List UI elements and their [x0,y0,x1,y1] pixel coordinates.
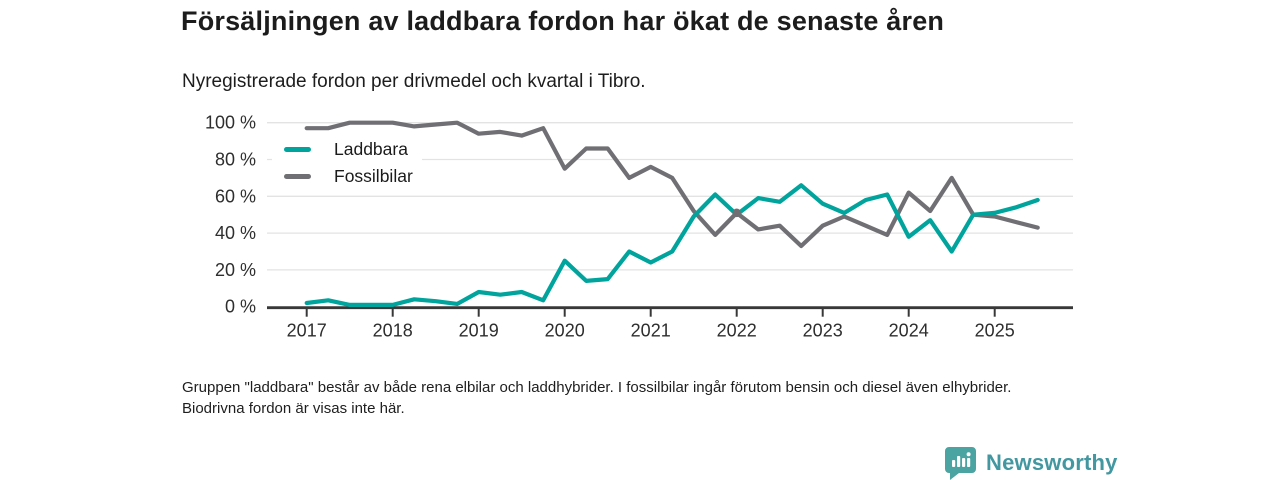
x-tick-label: 2019 [459,321,499,341]
x-tick-label: 2021 [631,321,671,341]
line-chart-plot: 0 % 20 % 40 % 60 % 80 % 100 % 2017 2018 2019 2020… [205,113,1073,341]
y-tick-label: 40 % [215,223,256,243]
legend-label-laddbara: Laddbara [334,139,408,159]
y-tick-label: 0 % [225,297,256,317]
chart-title: Försäljningen av laddbara fordon har öka… [181,6,945,36]
fossilbilar-line-swatch-icon [284,173,311,179]
y-tick-label: 80 % [215,150,256,170]
series-line-laddbara [304,183,1040,307]
legend-item-fossilbilar: Fossilbilar [272,163,427,189]
data-point-marker [732,208,741,218]
x-tick-label: 2018 [373,321,413,341]
series-line-fossilbilar [304,120,1040,249]
x-tick-label: 2022 [717,321,757,341]
x-tick-label: 2023 [803,321,843,341]
chart-footnote: Gruppen "laddbara" består av både rena e… [182,379,1012,417]
y-tick-label: 100 % [205,113,256,133]
newsworthy-logo: Newsworthy [944,446,1118,480]
newsworthy-logo-text: Newsworthy [986,450,1118,475]
laddbara-line-swatch-icon [284,146,311,152]
chart-subtitle: Nyregistrerade fordon per drivmedel och … [182,71,646,92]
legend-label-fossilbilar: Fossilbilar [334,166,413,186]
bar-chart-map-pin-icon [945,447,976,480]
x-tick-label: 2024 [889,321,929,341]
x-tick-label: 2020 [545,321,585,341]
x-tick-label: 2025 [975,321,1015,341]
y-tick-label: 60 % [215,186,256,206]
chart-legend: Laddbara Fossilbilar [272,136,427,189]
y-tick-label: 20 % [215,260,256,280]
legend-item-laddbara: Laddbara [272,136,422,162]
x-tick-label: 2017 [287,321,327,341]
